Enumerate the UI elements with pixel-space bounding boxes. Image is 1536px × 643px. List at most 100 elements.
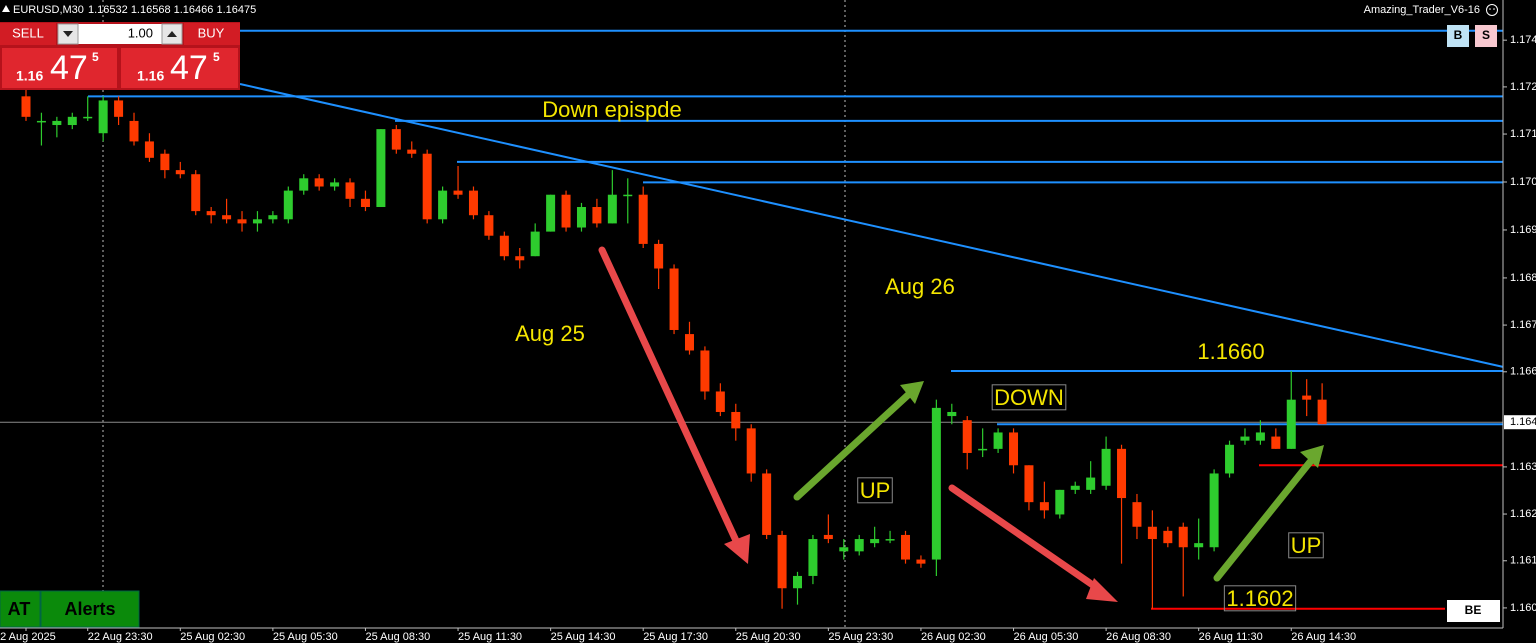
quote: 1.16532 1.16568 1.16466 1.16475 [88,4,256,16]
y-tick-label: 1.163 [1510,461,1536,473]
candle-body [546,194,556,232]
candle-body [299,178,309,191]
ask-box[interactable] [121,48,238,88]
candle-body [391,129,401,150]
annotations: Down epispde Aug 25 Aug 26 1.1660 DOWN UP UP 1.… [515,97,1324,612]
x-tick-label: 26 Aug 08:30 [1106,631,1171,643]
sell-flag-button[interactable] [1475,25,1497,47]
arrow-head [724,534,750,564]
candle-body [1086,477,1096,490]
y-tick-label: 1.171 [1510,128,1536,140]
x-tick-label: 26 Aug 02:30 [921,631,986,643]
x-tick-label: 26 Aug 05:30 [1014,631,1079,643]
candle-body [283,190,293,220]
x-tick-label: 25 Aug 14:30 [551,631,616,643]
annotation: UP [860,478,891,503]
candle-body [345,182,355,199]
y-tick-label: 1.162 [1510,508,1536,520]
y-tick-label: 1.161 [1510,555,1536,567]
lot-input[interactable] [58,24,182,44]
candle-body [453,190,463,195]
arrow-head [1300,445,1324,468]
candle-body [870,539,880,544]
candle-body [607,194,617,224]
bid-box[interactable] [2,48,117,88]
candle-body [191,174,201,212]
candle-body [1178,526,1188,548]
buy-flag: B [1454,28,1463,42]
at-button[interactable] [0,590,41,628]
candle-body [962,420,972,453]
lot-value: 1.00 [128,25,153,40]
collapse-icon[interactable] [2,5,10,12]
candle-body [1132,502,1142,527]
up-arrow [167,31,177,37]
candle-body [407,149,417,154]
alerts-button[interactable] [40,590,140,628]
symbol: EURUSD,M30 [13,4,84,16]
candle-body [793,575,802,589]
candle-body [1117,448,1127,499]
candle-body [746,428,756,474]
candle-body [268,215,278,220]
candle-body [700,350,710,392]
candle-body [484,215,494,236]
candle-body [762,473,772,535]
candle-body [777,534,787,589]
buy-button[interactable] [184,23,240,45]
sell-button[interactable] [0,23,56,45]
x-tick-label: 22 Aug 23:30 [88,631,153,643]
candle-body [901,534,911,560]
smiley-icon [1486,4,1498,16]
annotation: UP [1291,533,1322,558]
x-tick-label: 22 Aug 2025 [0,631,56,643]
y-tick-label: 1.160 [1510,602,1536,614]
candle-body [1286,399,1296,449]
y-tick-label: 1.172 [1510,81,1536,93]
candle-body [885,539,895,541]
candle-body [715,391,725,412]
candle-body [623,194,633,197]
candle-body [808,539,818,576]
breakeven-label: BE [1465,603,1482,617]
buy-label: BUY [198,25,225,40]
y-tick-label: 1.168 [1510,272,1536,284]
candle-body [947,411,957,417]
annotation: DOWN [994,385,1064,410]
candle-body [438,190,448,220]
breakeven-button[interactable] [1447,600,1500,622]
annotation-box [1288,532,1324,559]
candle-body [916,559,926,564]
buy-flag-button[interactable] [1447,25,1469,47]
candle-body [330,182,340,187]
candle-body [931,407,941,560]
candle-body [731,411,741,429]
arrow [598,246,742,549]
annotation-box [857,477,893,504]
candle-body [175,170,185,175]
candle-body [21,96,31,117]
arrow-head [1086,578,1118,602]
x-tick-label: 25 Aug 11:30 [458,631,522,643]
candle-body [422,153,432,220]
arrow [793,391,912,501]
candle-body [576,207,586,228]
candle-body [67,116,77,126]
candle-body [98,100,108,134]
candle-body [1317,399,1327,425]
candle-body [314,178,324,187]
candle-body [561,194,571,228]
candle-body [160,153,170,171]
candle-body [376,129,386,208]
sell-flag: S [1482,28,1490,42]
candle-body [1240,436,1250,441]
candle-body [1302,395,1312,400]
x-tick-label: 25 Aug 02:30 [180,631,245,643]
annotation-box [991,384,1067,411]
candle-body [206,211,216,216]
current-price-box [1504,415,1536,430]
candle-body [684,334,694,351]
candle-body [1024,465,1034,503]
